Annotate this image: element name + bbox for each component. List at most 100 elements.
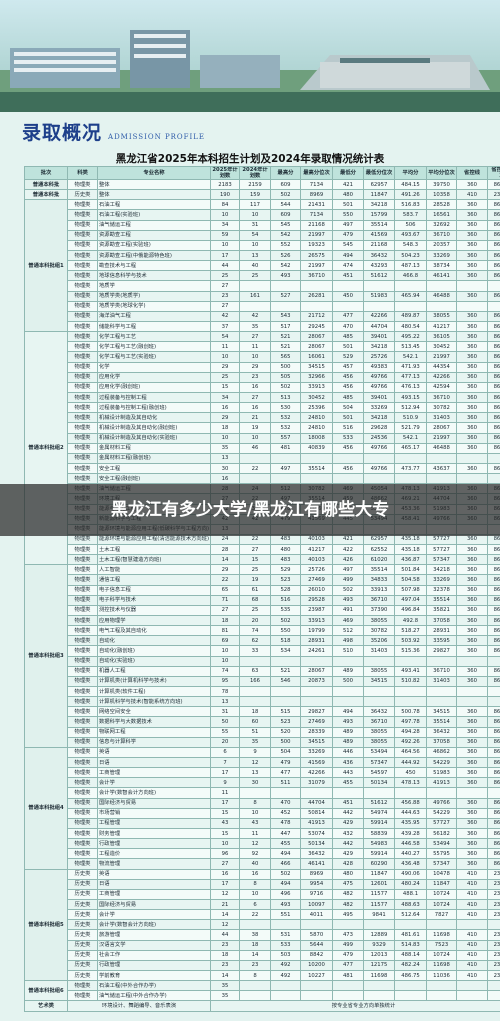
- subject-cell: 物理类: [67, 320, 98, 333]
- major-cell: 化学工程与工艺(融创班): [97, 341, 211, 353]
- number-cell: 451: [332, 797, 364, 809]
- number-cell: 18008: [300, 432, 333, 444]
- number-cell: 12: [239, 838, 271, 850]
- number-cell: 35514: [363, 219, 395, 231]
- number-cell: 25726: [363, 351, 395, 363]
- number-cell: 474: [332, 260, 364, 272]
- number-cell: 86751: [487, 422, 500, 434]
- number-cell: 28067: [426, 422, 457, 434]
- number-cell: 16: [210, 868, 240, 880]
- subject-cell: 物理类: [67, 787, 98, 799]
- subject-cell: 历史类: [67, 189, 98, 201]
- number-cell: 25: [239, 604, 271, 617]
- number-cell: 46862: [426, 746, 457, 759]
- number-cell: 4011: [300, 909, 333, 921]
- number-cell: 11577: [363, 888, 395, 900]
- number-cell: 493: [270, 270, 301, 282]
- number-cell: 40: [239, 260, 271, 272]
- section-subtitle: ADMISSION PROFILE: [108, 133, 206, 141]
- number-cell: 36432: [426, 726, 457, 738]
- number-cell: 25396: [300, 402, 333, 414]
- subject-cell: 历史类: [67, 919, 98, 931]
- number-cell: 360: [456, 331, 488, 343]
- number-cell: 34833: [363, 574, 395, 586]
- major-cell: 储能科学与工程: [97, 320, 211, 333]
- number-cell: 43: [239, 817, 271, 830]
- number-cell: 28: [210, 544, 240, 556]
- number-cell: 37: [210, 320, 240, 333]
- number-cell: 360: [456, 716, 488, 728]
- empty-cell: [487, 300, 500, 312]
- number-cell: 451: [332, 270, 364, 282]
- number-cell: 49766: [426, 797, 457, 809]
- batch-cell: 普通本科批组6: [24, 980, 68, 1002]
- number-cell: 545: [332, 239, 364, 251]
- subject-cell: 物理类: [67, 199, 98, 211]
- number-cell: 34: [210, 219, 240, 231]
- empty-cell: [239, 919, 271, 931]
- major-cell: 学前教育: [97, 969, 211, 982]
- number-cell: 552: [270, 239, 301, 251]
- number-cell: 19: [239, 574, 271, 586]
- empty-cell: [363, 300, 395, 312]
- table-row: 普通本科批组3 物理类 人工智能 29 25 529 25726 497 35514 501.84…: [24, 564, 500, 748]
- number-cell: 455: [332, 777, 364, 789]
- number-cell: 512.94: [394, 402, 427, 414]
- number-cell: 50814: [300, 807, 333, 819]
- number-cell: 494.28: [394, 726, 427, 738]
- number-cell: 11847: [426, 878, 457, 890]
- number-cell: 360: [456, 848, 488, 860]
- number-cell: 360: [456, 574, 488, 586]
- number-cell: 35514: [300, 462, 333, 475]
- number-cell: 15: [210, 381, 240, 393]
- number-cell: 25: [239, 564, 271, 576]
- number-cell: 86751: [487, 199, 500, 211]
- number-cell: 11698: [363, 969, 395, 982]
- number-cell: 86751: [487, 838, 500, 850]
- number-cell: 27: [210, 280, 240, 292]
- subject-cell: 物理类: [67, 270, 98, 282]
- number-cell: 62552: [363, 544, 395, 556]
- number-cell: 24810: [300, 422, 333, 434]
- number-cell: 513.45: [394, 341, 427, 353]
- table-row: 物理类 化学 29 29 500 34515 457 49383 471.93 44354 360 8…: [25, 361, 500, 373]
- number-cell: 542.1: [394, 432, 427, 444]
- subject-cell: 物理类: [67, 290, 98, 302]
- empty-cell: [363, 473, 395, 485]
- number-cell: 360: [456, 554, 488, 566]
- number-cell: 435.18: [394, 544, 427, 556]
- empty-cell: [239, 990, 271, 1002]
- number-cell: 32378: [426, 584, 457, 596]
- number-cell: 30452: [426, 341, 457, 353]
- number-cell: 481: [270, 442, 301, 454]
- table-row: 物理类 应用化学 25 23 505 32966 456 49766 477.13 42266 36…: [25, 371, 500, 383]
- empty-cell: [426, 980, 457, 992]
- number-cell: 30: [239, 777, 271, 789]
- number-cell: 38055: [363, 736, 395, 748]
- subject-cell: 物理类: [67, 260, 98, 272]
- subject-cell: 物理类: [67, 422, 98, 434]
- number-cell: 481.61: [394, 929, 427, 941]
- major-cell: 金属材料工程: [97, 442, 211, 454]
- number-cell: 583.7: [394, 209, 427, 221]
- empty-cell: [487, 696, 500, 708]
- table-row: 物理类 网络空间安全 31 18 515 29827 494 36432 500.78 34515…: [25, 706, 500, 718]
- subject-cell: 物理类: [67, 544, 98, 556]
- number-cell: 360: [456, 260, 488, 272]
- number-cell: 360: [456, 726, 488, 738]
- number-cell: 86751: [487, 544, 500, 556]
- table-row: 物理类 测控技术与仪器 27 25 535 23987 491 37390 496.84 3582…: [25, 604, 500, 617]
- number-cell: 36710: [426, 665, 457, 677]
- number-cell: 53074: [300, 827, 333, 840]
- empty-cell: [426, 990, 457, 1002]
- number-cell: 30: [210, 462, 240, 475]
- empty-cell: [332, 655, 364, 667]
- number-cell: 86751: [487, 462, 500, 475]
- number-cell: 20: [210, 736, 240, 748]
- subject-cell: 物理类: [67, 452, 98, 464]
- major-cell: 市场营销: [97, 807, 211, 819]
- number-cell: 86751: [487, 807, 500, 819]
- number-cell: 17: [210, 878, 240, 890]
- number-cell: 57347: [426, 858, 457, 870]
- empty-cell: [487, 919, 500, 931]
